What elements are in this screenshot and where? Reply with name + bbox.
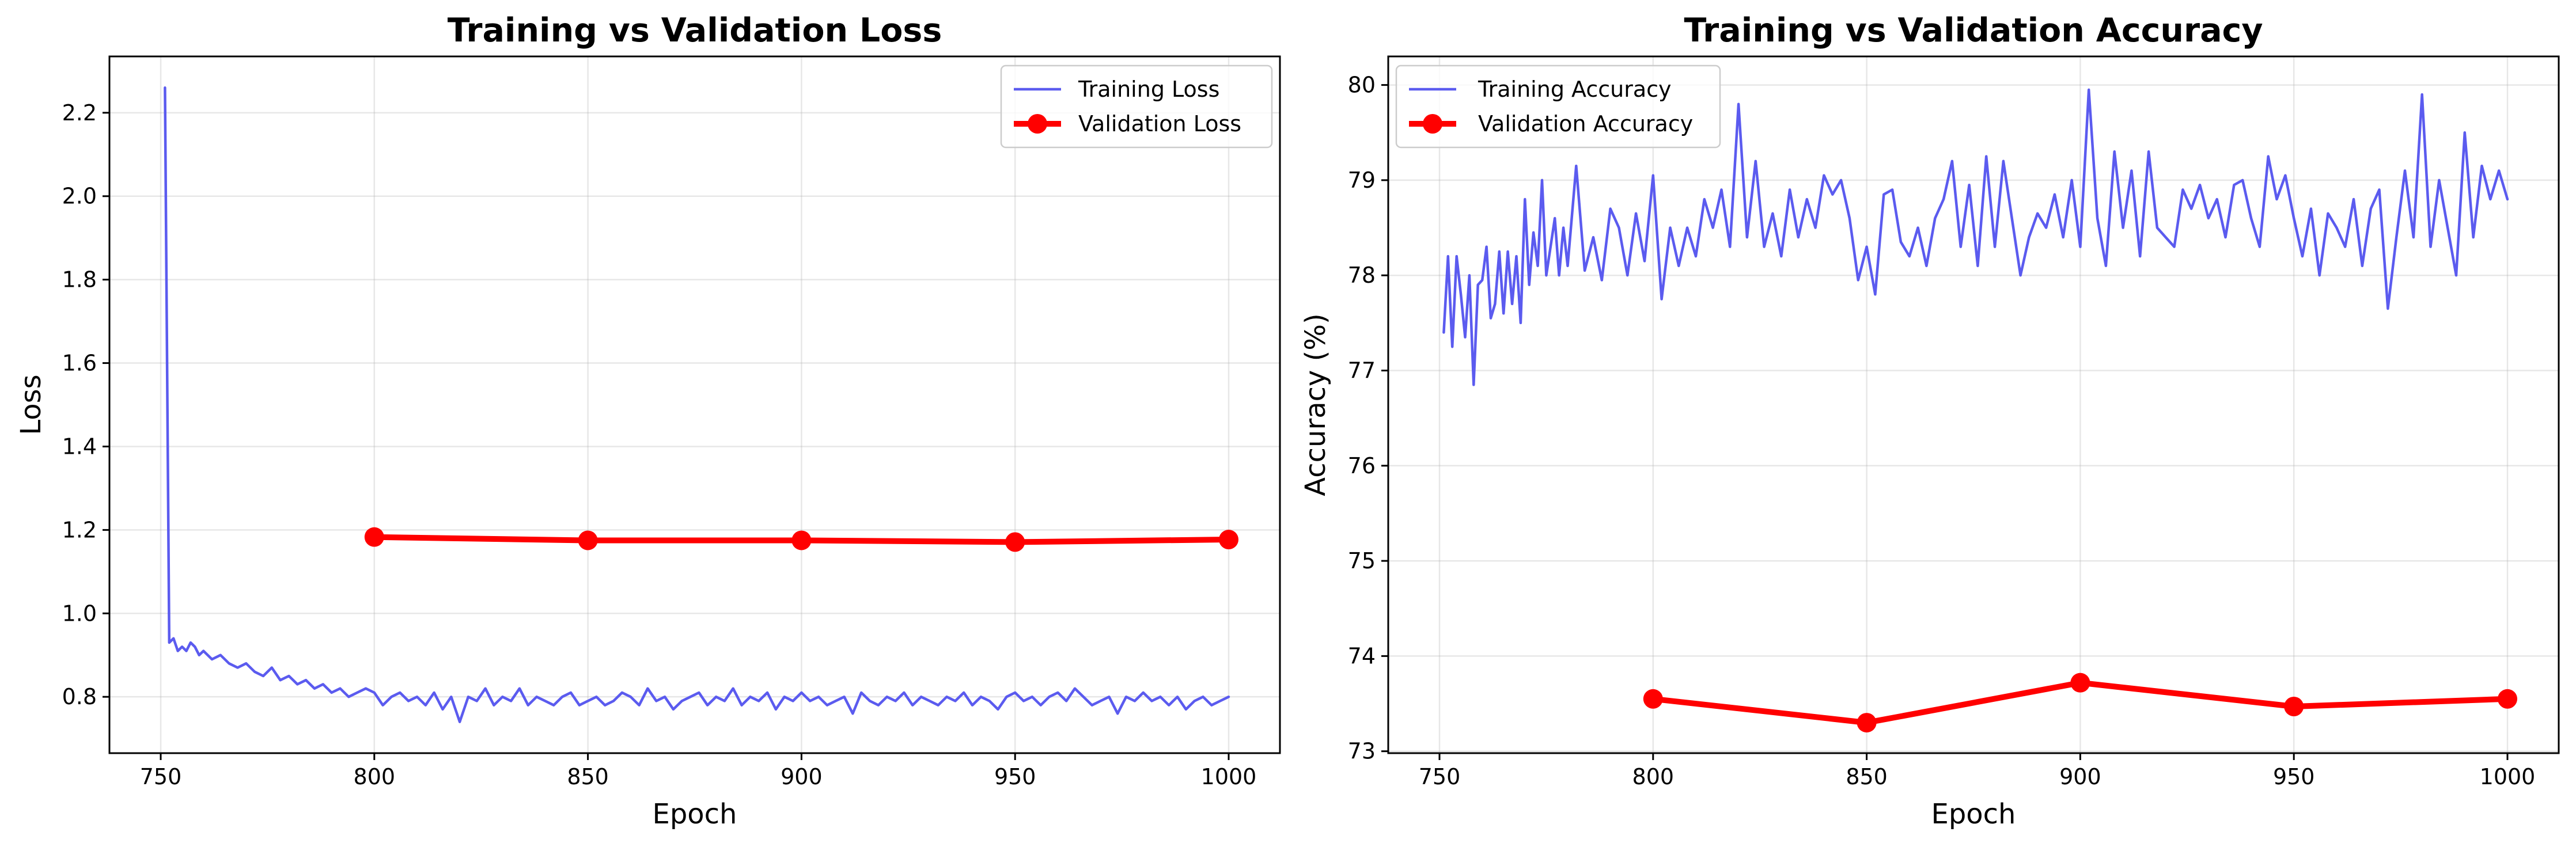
loss-y-axis-label: Loss [15, 374, 47, 435]
loss-training-line [164, 86, 1230, 723]
accuracy-legend: Training Accuracy Validation Accuracy [1395, 64, 1721, 149]
accuracy-validation-point [2070, 673, 2090, 693]
accuracy-legend-validation-marker [1423, 114, 1442, 134]
loss-x-tick-label: 950 [994, 764, 1036, 789]
loss-legend: Training Loss Validation Loss [1000, 64, 1273, 149]
accuracy-y-tick-label: 76 [1348, 453, 1376, 478]
accuracy-x-tick-label: 750 [1419, 764, 1461, 789]
loss-validation-point [364, 527, 384, 547]
accuracy-x-tick-label: 800 [1632, 764, 1675, 789]
loss-series-layer [164, 86, 1239, 723]
accuracy-validation-point [2284, 697, 2304, 717]
accuracy-chart-title: Training vs Validation Accuracy [1684, 12, 2263, 50]
loss-chart-title: Training vs Validation Loss [448, 12, 942, 50]
loss-y-tick-label: 1.4 [62, 434, 97, 459]
accuracy-x-tick-label: 850 [1846, 764, 1888, 789]
loss-axes-frame [108, 55, 1281, 754]
loss-legend-validation-label: Validation Loss [1078, 111, 1241, 136]
loss-legend-training-label: Training Loss [1078, 77, 1219, 102]
accuracy-x-tick-label: 950 [2273, 764, 2315, 789]
accuracy-panel: 750 800 850 900 950 1000 73 74 75 76 77 78 79 80 Trai… [1300, 12, 2560, 830]
loss-x-tick-label: 750 [140, 764, 182, 789]
accuracy-y-tick-label: 75 [1348, 548, 1376, 573]
accuracy-x-tick-label: 1000 [2480, 764, 2536, 789]
accuracy-training-line [1442, 88, 2509, 386]
loss-legend-box [1000, 64, 1273, 149]
accuracy-legend-box [1395, 64, 1721, 149]
accuracy-validation-point [2498, 689, 2518, 709]
loss-x-axis-label: Epoch [653, 798, 737, 830]
accuracy-validation-point [1643, 689, 1663, 709]
accuracy-grid [1388, 56, 2559, 753]
accuracy-ticks: 750 800 850 900 950 1000 73 74 75 76 77 78 79 80 [1348, 73, 2536, 789]
loss-y-tick-label: 0.8 [62, 684, 97, 709]
accuracy-y-tick-label: 80 [1348, 73, 1376, 98]
loss-x-tick-label: 1000 [1201, 764, 1257, 789]
loss-y-tick-label: 1.8 [62, 267, 97, 293]
accuracy-y-tick-label: 78 [1348, 263, 1376, 288]
loss-validation-point [578, 530, 598, 550]
accuracy-series-layer [1442, 88, 2518, 733]
loss-x-tick-label: 850 [567, 764, 609, 789]
accuracy-y-tick-label: 79 [1348, 168, 1376, 193]
loss-y-tick-label: 2.0 [62, 184, 97, 209]
accuracy-x-tick-label: 900 [2059, 764, 2101, 789]
loss-x-tick-label: 800 [354, 764, 396, 789]
accuracy-axes-frame [1387, 55, 2560, 754]
loss-validation-point [791, 530, 812, 550]
accuracy-validation-point [1857, 713, 1877, 733]
loss-y-tick-label: 2.2 [62, 100, 97, 126]
loss-x-tick-label: 900 [781, 764, 823, 789]
loss-panel: 750 800 850 900 950 1000 0.8 1.0 1.2 1.4 1.6 1.8 2.0… [15, 12, 1281, 830]
accuracy-x-axis-label: Epoch [1931, 798, 2016, 830]
loss-validation-point [1005, 532, 1025, 552]
loss-y-tick-label: 1.6 [62, 351, 97, 376]
loss-y-tick-label: 1.0 [62, 601, 97, 626]
accuracy-y-tick-label: 74 [1348, 643, 1376, 669]
accuracy-y-tick-label: 73 [1348, 739, 1376, 764]
loss-validation-point [1219, 530, 1239, 550]
accuracy-legend-training-label: Training Accuracy [1478, 77, 1672, 102]
loss-y-tick-label: 1.2 [62, 517, 97, 542]
accuracy-legend-validation-label: Validation Accuracy [1478, 111, 1693, 136]
loss-ticks: 750 800 850 900 950 1000 0.8 1.0 1.2 1.4 1.6 1.8 2.0… [62, 100, 1257, 789]
accuracy-y-tick-label: 77 [1348, 358, 1376, 383]
accuracy-y-axis-label: Accuracy (%) [1300, 313, 1332, 496]
loss-legend-validation-marker [1028, 114, 1047, 134]
